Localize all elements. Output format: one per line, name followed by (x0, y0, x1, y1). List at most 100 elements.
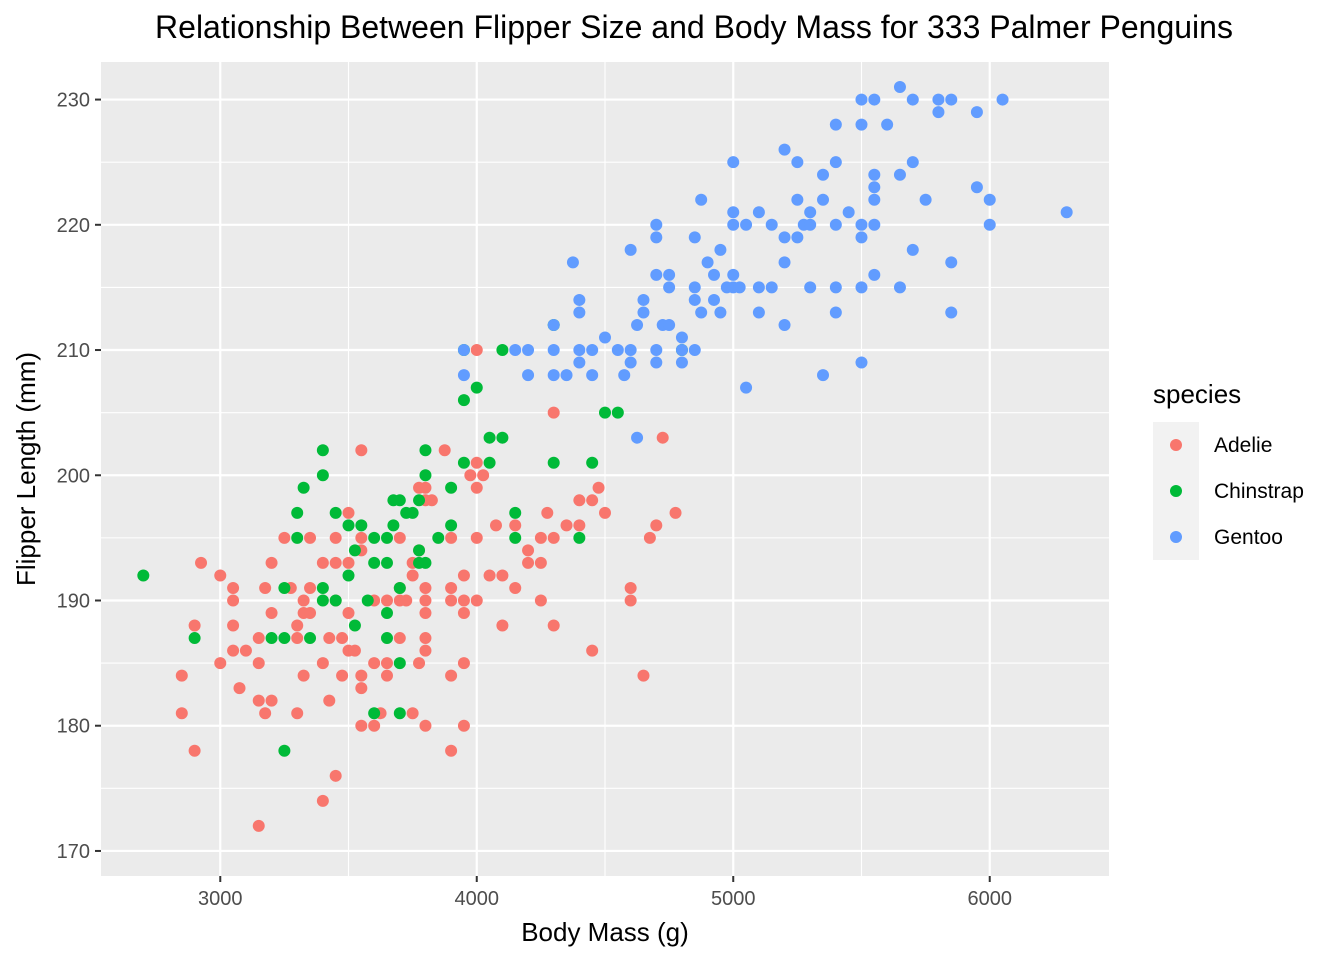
point-adelie (573, 519, 586, 532)
point-gentoo (663, 268, 676, 281)
point-adelie (355, 682, 368, 695)
point-chinstrap (419, 556, 432, 569)
point-adelie (175, 669, 188, 682)
point-adelie (483, 569, 496, 582)
point-gentoo (752, 206, 765, 219)
x-tick-label: 4000 (455, 888, 500, 910)
point-gentoo (573, 344, 586, 357)
point-adelie (380, 594, 393, 607)
point-adelie (342, 506, 355, 519)
point-chinstrap (413, 544, 426, 557)
point-adelie (470, 531, 483, 544)
point-adelie (650, 519, 663, 532)
point-adelie (348, 644, 361, 657)
point-adelie (637, 669, 650, 682)
point-adelie (175, 707, 188, 720)
point-chinstrap (387, 519, 400, 532)
point-adelie (522, 544, 535, 557)
point-adelie (297, 669, 310, 682)
y-axis-title: Flipper Length (mm) (11, 352, 41, 586)
point-adelie (355, 531, 368, 544)
y-tick-label: 170 (57, 841, 90, 863)
point-gentoo (983, 193, 996, 206)
point-gentoo (708, 293, 721, 306)
point-adelie (316, 794, 329, 807)
point-adelie (278, 531, 291, 544)
point-adelie (188, 619, 201, 632)
point-adelie (496, 619, 509, 632)
point-adelie (457, 719, 470, 732)
point-adelie (586, 644, 599, 657)
point-adelie (669, 506, 682, 519)
point-gentoo (778, 231, 791, 244)
point-adelie (265, 694, 278, 707)
point-adelie (233, 682, 246, 695)
data-points (137, 81, 1073, 832)
point-gentoo (1060, 206, 1073, 219)
point-adelie (470, 481, 483, 494)
point-chinstrap (278, 581, 291, 594)
point-chinstrap (368, 707, 381, 720)
point-gentoo (881, 118, 894, 131)
point-chinstrap (329, 506, 342, 519)
point-gentoo (457, 369, 470, 382)
point-chinstrap (509, 531, 522, 544)
point-chinstrap (413, 494, 426, 507)
point-adelie (445, 581, 458, 594)
point-adelie (195, 556, 208, 569)
point-adelie (509, 581, 522, 594)
point-adelie (560, 519, 573, 532)
point-gentoo (727, 218, 740, 231)
point-chinstrap (316, 444, 329, 457)
point-adelie (534, 531, 547, 544)
point-chinstrap (393, 581, 406, 594)
point-gentoo (945, 306, 958, 319)
point-gentoo (829, 281, 842, 294)
point-adelie (419, 581, 432, 594)
point-gentoo (560, 369, 573, 382)
point-gentoo (868, 93, 881, 106)
y-tick-label: 210 (57, 340, 90, 362)
y-tick-label: 230 (57, 90, 90, 112)
point-adelie (239, 644, 252, 657)
point-gentoo (765, 281, 778, 294)
point-adelie (509, 519, 522, 532)
point-gentoo (932, 93, 945, 106)
point-chinstrap (368, 556, 381, 569)
point-adelie (656, 431, 669, 444)
point-adelie (291, 619, 304, 632)
point-chinstrap (342, 569, 355, 582)
point-adelie (259, 581, 272, 594)
point-gentoo (791, 156, 804, 169)
point-gentoo (945, 256, 958, 269)
point-adelie (547, 531, 560, 544)
point-adelie (419, 719, 432, 732)
point-gentoo (778, 318, 791, 331)
point-adelie (368, 657, 381, 670)
point-adelie (265, 607, 278, 620)
point-gentoo (714, 306, 727, 319)
point-gentoo (631, 318, 644, 331)
point-gentoo (817, 193, 830, 206)
legend-marker-adelie (1170, 439, 1182, 451)
point-chinstrap (483, 456, 496, 469)
point-gentoo (586, 344, 599, 357)
point-chinstrap (445, 481, 458, 494)
x-axis-title: Body Mass (g) (521, 917, 689, 947)
point-gentoo (599, 331, 611, 344)
point-chinstrap (278, 632, 291, 645)
point-chinstrap (419, 444, 432, 457)
point-adelie (323, 694, 336, 707)
legend: species Adelie Chinstrap Gentoo (1153, 379, 1304, 560)
point-adelie (425, 494, 438, 507)
point-adelie (464, 469, 477, 482)
point-adelie (188, 744, 201, 757)
point-adelie (304, 581, 317, 594)
point-gentoo (675, 331, 688, 344)
point-chinstrap (483, 431, 496, 444)
point-chinstrap (457, 456, 470, 469)
legend-marker-chinstrap (1170, 485, 1182, 497)
point-gentoo (637, 293, 650, 306)
point-adelie (342, 607, 355, 620)
point-gentoo (778, 256, 791, 269)
